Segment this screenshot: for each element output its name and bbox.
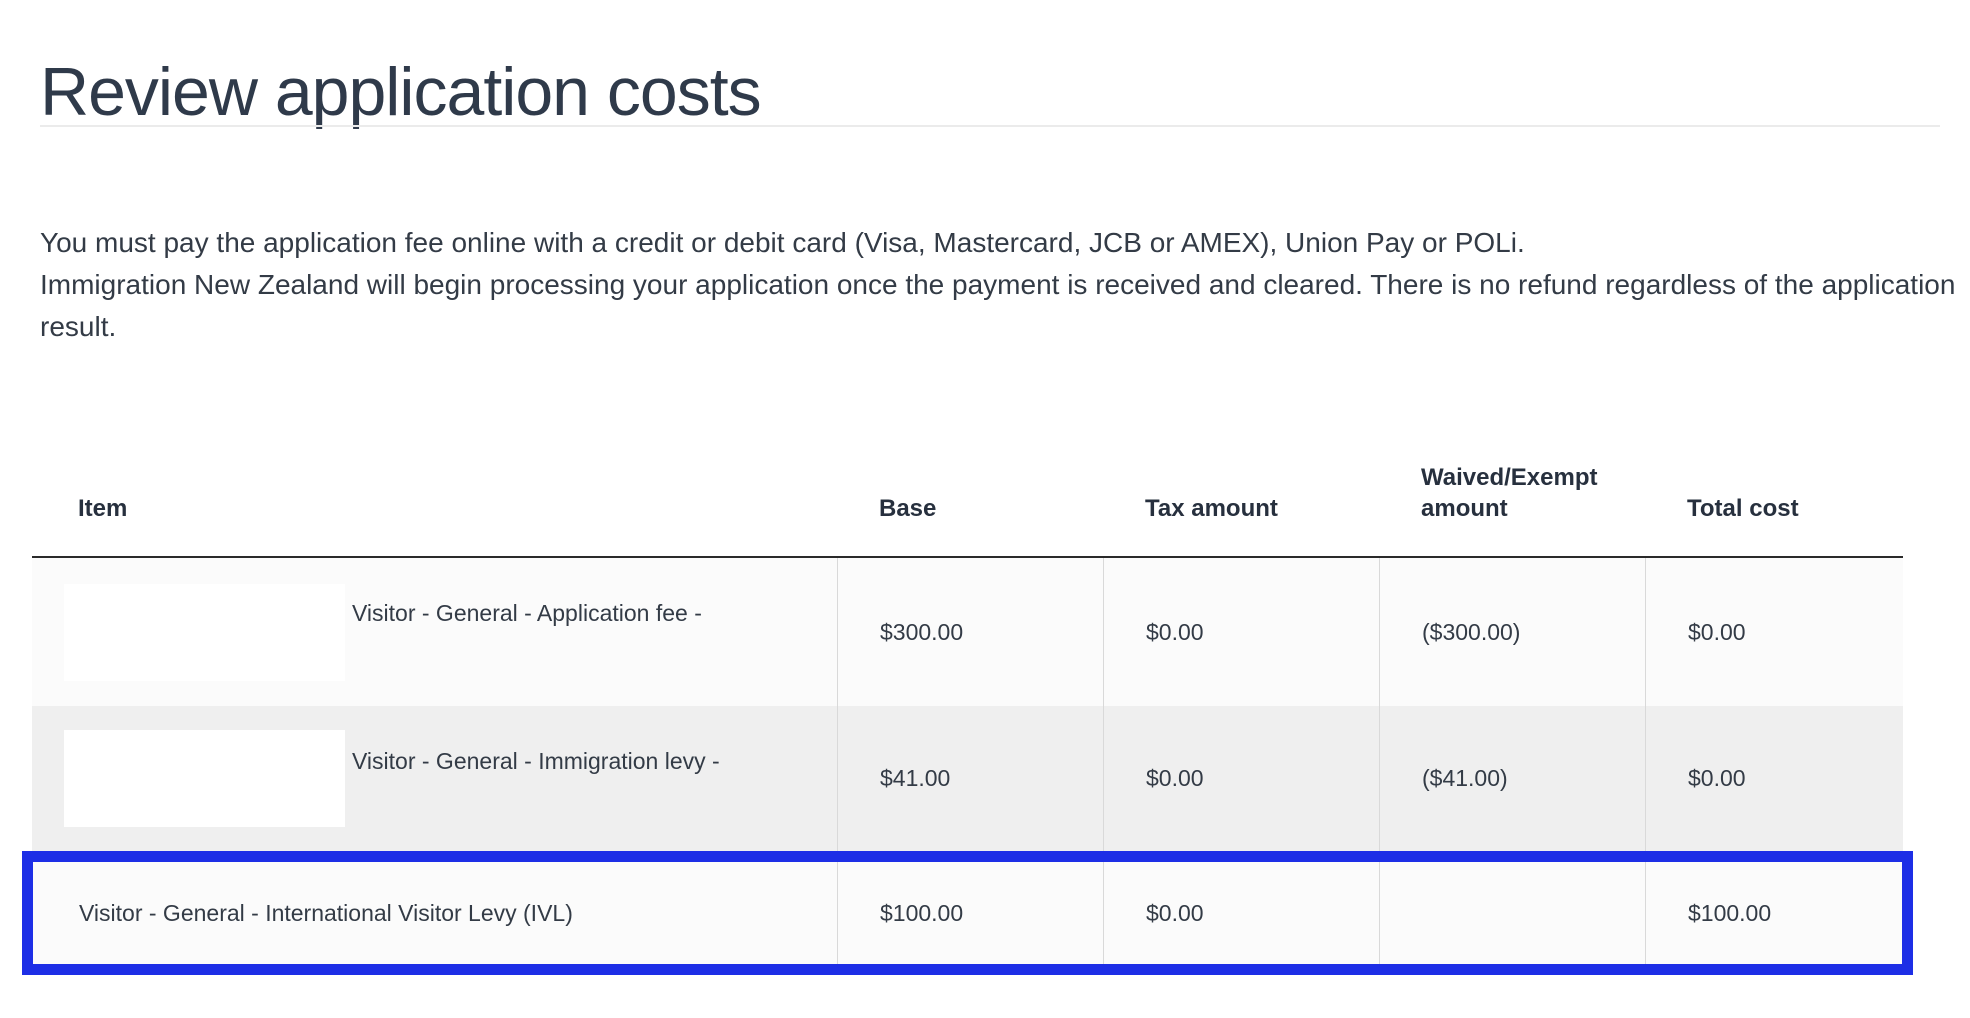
intro-paragraph: You must pay the application fee online … (40, 222, 1955, 348)
total-cell: $0.00 (1645, 558, 1903, 706)
waived-cell: ($41.00) (1379, 706, 1645, 851)
item-label: Visitor - General - Immigration levy - (352, 748, 720, 774)
page-title: Review application costs (40, 53, 762, 130)
item-label: Visitor - General - Application fee - (352, 600, 702, 626)
intro-line: Immigration New Zealand will begin proce… (40, 269, 1956, 300)
table-row-application-fee: Visitor - General - Application fee - $3… (32, 558, 1903, 706)
intro-line: result. (40, 311, 117, 342)
application-costs-table: Item Base Tax amount Waived/Exempt amoun… (22, 430, 1913, 975)
table-row-immigration-levy: Visitor - General - Immigration levy - $… (32, 706, 1903, 851)
title-divider (40, 125, 1940, 127)
highlight-border-box: Visitor - General - International Visito… (22, 851, 1913, 975)
total-cell: $0.00 (1645, 706, 1903, 851)
item-cell: Visitor - General - Immigration levy - (32, 706, 837, 851)
item-cell: Visitor - General - Application fee - (32, 558, 837, 706)
column-header-tax: Tax amount (1145, 495, 1278, 522)
waived-cell (1379, 862, 1645, 964)
waived-cell: ($300.00) (1379, 558, 1645, 706)
redacted-name-box (64, 583, 345, 681)
base-cell: $41.00 (837, 706, 1103, 851)
base-cell: $300.00 (837, 558, 1103, 706)
column-header-waived: Waived/Exempt amount (1421, 464, 1598, 522)
redacted-name-box (64, 730, 345, 827)
base-cell: $100.00 (837, 862, 1103, 964)
tax-cell: $0.00 (1103, 862, 1379, 964)
item-cell: Visitor - General - International Visito… (33, 862, 837, 964)
item-label: Visitor - General - International Visito… (79, 899, 573, 926)
total-cell: $100.00 (1645, 862, 1902, 964)
column-header-base: Base (879, 495, 937, 522)
table-header-row: Item Base Tax amount Waived/Exempt amoun… (32, 430, 1903, 558)
column-header-item: Item (78, 495, 128, 522)
column-header-total: Total cost (1687, 495, 1799, 522)
table-row-international-visitor-levy[interactable]: Visitor - General - International Visito… (33, 862, 1902, 964)
tax-cell: $0.00 (1103, 706, 1379, 851)
tax-cell: $0.00 (1103, 558, 1379, 706)
intro-line: You must pay the application fee online … (40, 227, 1525, 258)
